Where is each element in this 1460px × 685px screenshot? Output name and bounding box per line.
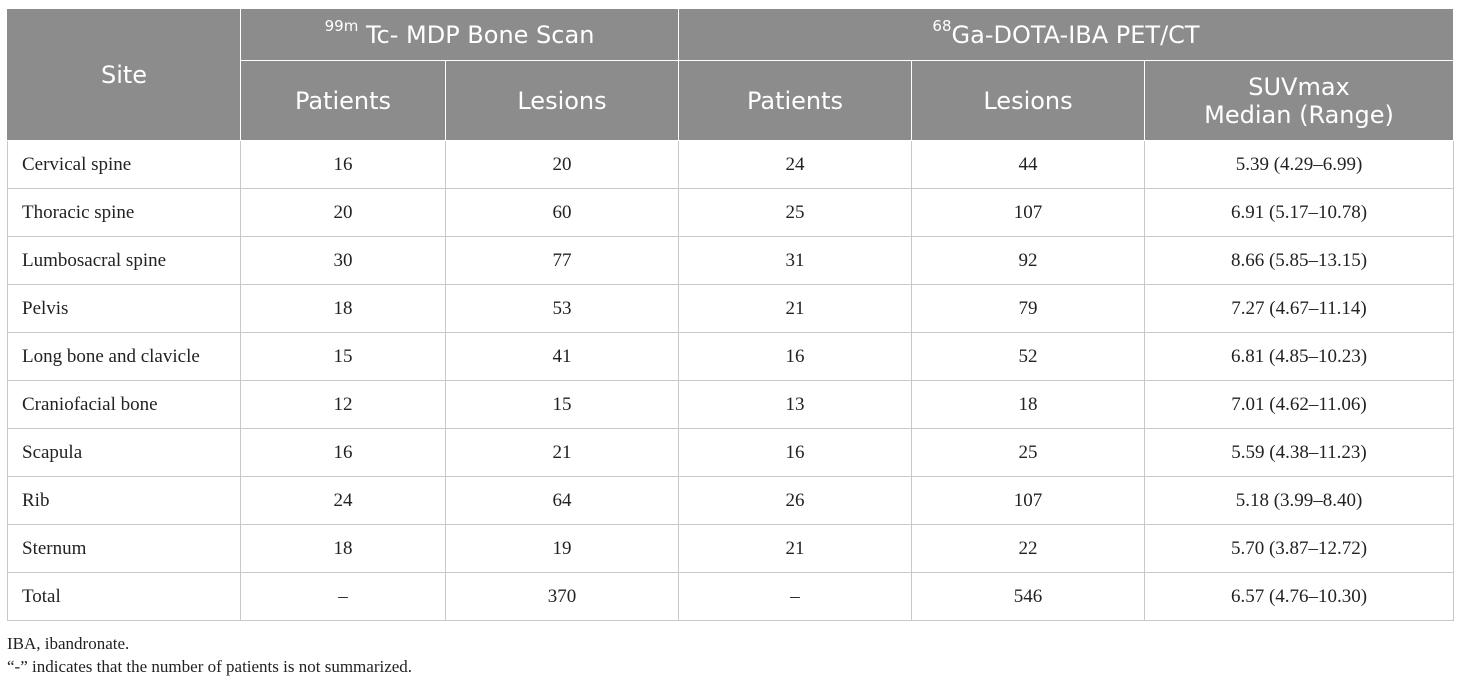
header-row-columns: Patients Lesions Patients Lesions SUVmax… xyxy=(8,60,1455,141)
cell-pet-patients: 31 xyxy=(678,236,913,285)
header-bone-scan: 99m Tc- MDP Bone Scan xyxy=(239,8,680,61)
cell-bs-patients: – xyxy=(240,572,446,621)
cell-bs-patients: 20 xyxy=(240,188,446,237)
cell-pet-lesions: 79 xyxy=(911,284,1146,333)
header-bs-patients: Patients xyxy=(240,60,446,141)
cell-site: Thoracic spine xyxy=(7,188,241,237)
cell-bs-patients: 15 xyxy=(240,332,446,381)
cell-pet-lesions: 107 xyxy=(911,188,1146,237)
cell-pet-patients: 16 xyxy=(678,332,913,381)
cell-pet-lesions: 18 xyxy=(911,380,1146,429)
cell-suvmax: 5.18 (3.99–8.40) xyxy=(1144,476,1455,525)
cell-bs-lesions: 21 xyxy=(444,428,680,477)
table-row: Rib 24 64 26 107 5.18 (3.99–8.40) xyxy=(7,476,1455,525)
cell-suvmax: 5.70 (3.87–12.72) xyxy=(1144,524,1455,573)
cell-pet-patients: – xyxy=(678,572,913,621)
header-pet-lesions: Lesions xyxy=(911,60,1146,141)
footnote-abbreviation: IBA, ibandronate. xyxy=(7,634,130,653)
cell-pet-patients: 25 xyxy=(678,188,913,237)
cell-site: Cervical spine xyxy=(7,140,241,189)
table-row: Thoracic spine 20 60 25 107 6.91 (5.17–1… xyxy=(7,188,1455,237)
cell-suvmax: 8.66 (5.85–13.15) xyxy=(1144,236,1455,285)
table-row: Cervical spine 16 20 24 44 5.39 (4.29–6.… xyxy=(7,140,1455,189)
cell-pet-lesions: 107 xyxy=(911,476,1146,525)
cell-site: Scapula xyxy=(7,428,241,477)
cell-bs-lesions: 41 xyxy=(444,332,680,381)
cell-pet-patients: 24 xyxy=(678,140,913,189)
table-row: Lumbosacral spine 30 77 31 92 8.66 (5.85… xyxy=(7,236,1455,285)
header-site: Site xyxy=(7,8,241,141)
header-suvmax: SUVmax Median (Range) xyxy=(1144,60,1455,141)
cell-pet-lesions: 25 xyxy=(911,428,1146,477)
cell-pet-lesions: 52 xyxy=(911,332,1146,381)
cell-pet-patients: 16 xyxy=(678,428,913,477)
cell-suvmax: 6.91 (5.17–10.78) xyxy=(1144,188,1455,237)
cell-site: Total xyxy=(7,572,241,621)
cell-bs-patients: 16 xyxy=(240,428,446,477)
cell-site: Pelvis xyxy=(7,284,241,333)
cell-bs-patients: 16 xyxy=(240,140,446,189)
table-row: Sternum 18 19 21 22 5.70 (3.87–12.72) xyxy=(7,524,1455,573)
cell-bs-patients: 24 xyxy=(240,476,446,525)
bone-lesion-table: Site 99m Tc- MDP Bone Scan 68Ga-DOTA-IBA… xyxy=(7,8,1455,621)
footnote-dash: “-” indicates that the number of patient… xyxy=(7,657,413,676)
header-bs-lesions: Lesions xyxy=(444,60,680,141)
cell-suvmax: 6.81 (4.85–10.23) xyxy=(1144,332,1455,381)
cell-bs-patients: 18 xyxy=(240,284,446,333)
header-pet-patients: Patients xyxy=(678,60,913,141)
cell-bs-lesions: 53 xyxy=(444,284,680,333)
header-pet-ct-isotope: 68 xyxy=(932,16,952,35)
cell-bs-lesions: 64 xyxy=(444,476,680,525)
header-suvmax-line2: Median (Range) xyxy=(1204,100,1394,129)
table-row: Craniofacial bone 12 15 13 18 7.01 (4.62… xyxy=(7,380,1455,429)
cell-suvmax: 7.27 (4.67–11.14) xyxy=(1144,284,1455,333)
cell-pet-lesions: 22 xyxy=(911,524,1146,573)
header-bone-scan-label: Tc- MDP Bone Scan xyxy=(358,20,595,49)
cell-pet-patients: 21 xyxy=(678,524,913,573)
cell-pet-patients: 13 xyxy=(678,380,913,429)
header-pet-ct-label: Ga-DOTA-IBA PET/CT xyxy=(951,20,1200,49)
cell-site: Long bone and clavicle xyxy=(7,332,241,381)
cell-bs-patients: 30 xyxy=(240,236,446,285)
cell-suvmax: 5.39 (4.29–6.99) xyxy=(1144,140,1455,189)
cell-bs-lesions: 15 xyxy=(444,380,680,429)
cell-bs-lesions: 370 xyxy=(444,572,680,621)
header-row-groups: Site 99m Tc- MDP Bone Scan 68Ga-DOTA-IBA… xyxy=(7,8,1455,141)
cell-site: Rib xyxy=(7,476,241,525)
cell-bs-patients: 12 xyxy=(240,380,446,429)
header-pet-ct: 68Ga-DOTA-IBA PET/CT xyxy=(678,8,1455,61)
cell-site: Lumbosacral spine xyxy=(7,236,241,285)
cell-site: Sternum xyxy=(7,524,241,573)
cell-bs-patients: 18 xyxy=(240,524,446,573)
cell-bs-lesions: 19 xyxy=(444,524,680,573)
table-row: Scapula 16 21 16 25 5.59 (4.38–11.23) xyxy=(7,428,1455,477)
header-bone-scan-isotope: 99m xyxy=(324,16,359,35)
cell-site: Craniofacial bone xyxy=(7,380,241,429)
table-container: Site 99m Tc- MDP Bone Scan 68Ga-DOTA-IBA… xyxy=(7,8,1455,621)
cell-pet-lesions: 92 xyxy=(911,236,1146,285)
header-suvmax-line1: SUVmax xyxy=(1248,72,1350,101)
cell-bs-lesions: 60 xyxy=(444,188,680,237)
cell-bs-lesions: 77 xyxy=(444,236,680,285)
table-row-total: Total – 370 – 546 6.57 (4.76–10.30) xyxy=(7,572,1455,621)
cell-pet-patients: 26 xyxy=(678,476,913,525)
cell-pet-patients: 21 xyxy=(678,284,913,333)
cell-suvmax: 6.57 (4.76–10.30) xyxy=(1144,572,1455,621)
cell-bs-lesions: 20 xyxy=(444,140,680,189)
cell-pet-lesions: 44 xyxy=(911,140,1146,189)
cell-suvmax: 5.59 (4.38–11.23) xyxy=(1144,428,1455,477)
cell-pet-lesions: 546 xyxy=(911,572,1146,621)
cell-suvmax: 7.01 (4.62–11.06) xyxy=(1144,380,1455,429)
table-row: Long bone and clavicle 15 41 16 52 6.81 … xyxy=(7,332,1455,381)
table-row: Pelvis 18 53 21 79 7.27 (4.67–11.14) xyxy=(7,284,1455,333)
